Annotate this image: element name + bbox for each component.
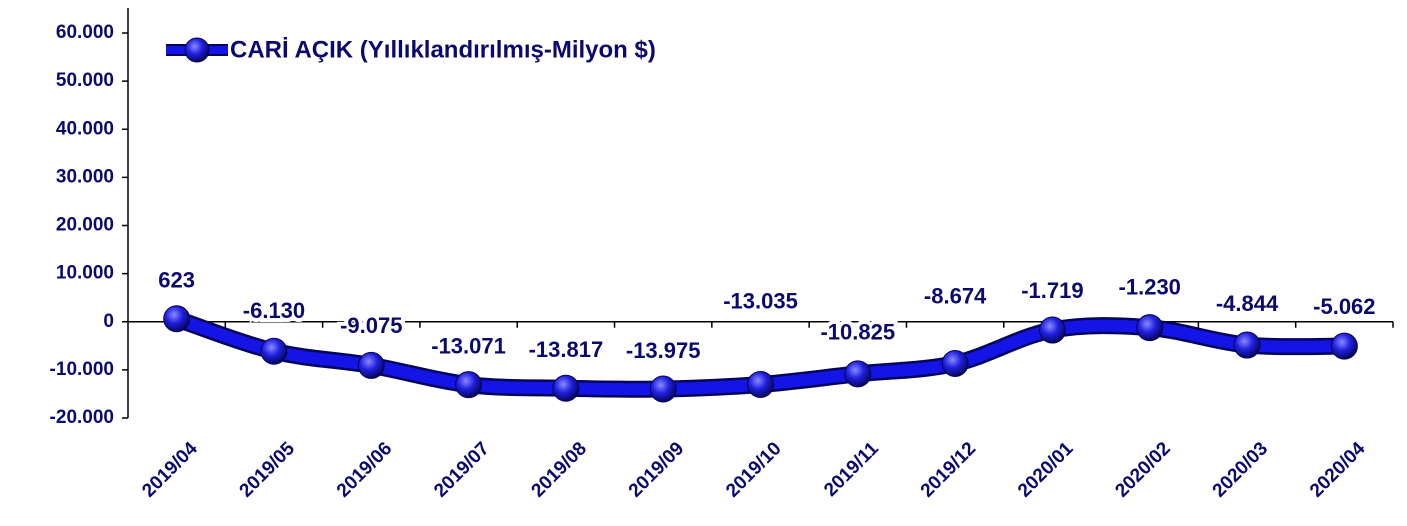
marker: [552, 374, 580, 402]
legend-label: CARİ AÇIK (Yıllıklandırılmış-Milyon $): [230, 36, 656, 63]
marker: [1136, 314, 1164, 342]
x-tick-label: 2020/02: [1111, 438, 1174, 501]
x-tick-label: 2019/09: [625, 438, 688, 501]
y-tick-label: 10.000: [56, 263, 114, 284]
marker: [747, 370, 774, 398]
data-label: -13.071: [431, 333, 506, 358]
marker: [1038, 316, 1066, 344]
data-label: -1.719: [1021, 278, 1083, 303]
x-tick-label: 2019/06: [333, 438, 396, 501]
x-tick-label: 2019/11: [820, 438, 883, 501]
data-label: -10.825: [820, 320, 895, 345]
data-label: 623: [158, 268, 195, 293]
data-label: -6.130: [243, 298, 305, 323]
marker: [844, 360, 872, 388]
x-tick-label: 2020/01: [1014, 438, 1078, 502]
x-tick-label: 2019/04: [138, 438, 202, 502]
data-label: -8.674: [924, 283, 987, 308]
y-tick-label: 40.000: [56, 118, 114, 139]
x-tick-label: 2019/12: [917, 438, 980, 501]
y-tick-label: 20.000: [56, 215, 114, 236]
y-tick-label: 50.000: [56, 70, 114, 91]
marker: [941, 349, 969, 377]
y-tick-label: -10.000: [50, 359, 114, 380]
marker: [1233, 331, 1261, 359]
y-tick-label: 30.000: [56, 166, 114, 187]
data-label: -5.062: [1313, 294, 1375, 319]
marker: [1330, 332, 1358, 360]
marker: [455, 371, 483, 399]
data-label: -13.035: [723, 288, 798, 313]
legend-marker: [184, 37, 210, 63]
data-label: -9.075: [340, 313, 402, 338]
data-label: -1.230: [1119, 274, 1181, 299]
x-tick-label: 2019/10: [722, 438, 785, 501]
data-label: -13.817: [529, 337, 604, 362]
marker: [163, 305, 191, 333]
x-tick-label: 2019/08: [528, 438, 591, 501]
marker: [357, 351, 385, 379]
x-tick-label: 2020/04: [1306, 438, 1370, 502]
x-tick-label: 2019/05: [236, 438, 300, 502]
y-tick-label: -20.000: [50, 407, 114, 428]
x-tick-label: 2020/03: [1209, 438, 1272, 501]
marker: [260, 337, 288, 365]
marker: [649, 375, 677, 403]
x-tick-label: 2019/07: [430, 438, 493, 501]
data-label: -13.975: [626, 338, 701, 363]
y-tick-label: 60.000: [56, 22, 114, 43]
data-label: -4.844: [1216, 291, 1279, 316]
y-tick-label: 0: [103, 311, 114, 332]
